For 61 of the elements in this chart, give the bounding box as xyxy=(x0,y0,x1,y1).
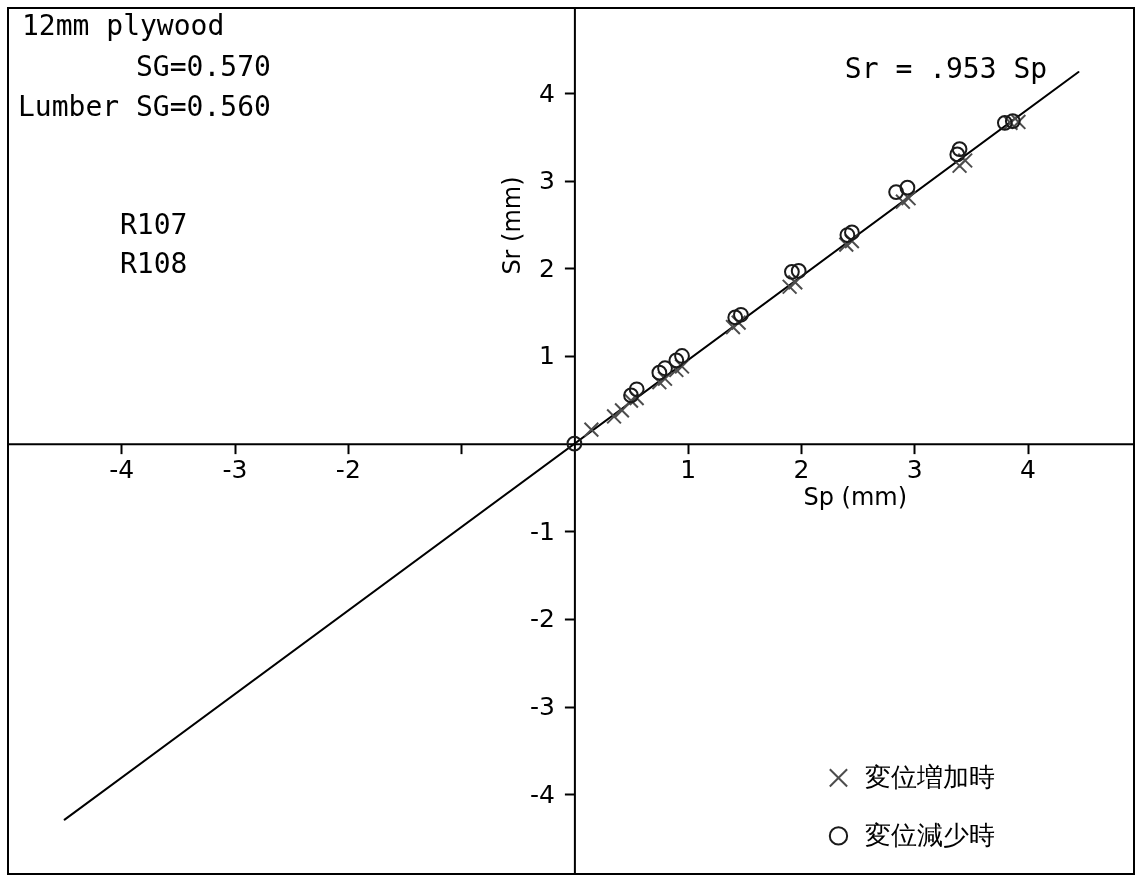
point xyxy=(730,314,747,331)
point xyxy=(957,152,974,169)
annotation: R107 xyxy=(120,208,188,241)
point xyxy=(725,319,741,335)
point xyxy=(888,184,904,200)
point xyxy=(623,392,639,409)
point xyxy=(900,190,917,207)
x-tick-label: 4 xyxy=(1020,455,1036,485)
point xyxy=(651,364,668,381)
point xyxy=(583,421,600,438)
y-tick-label: -2 xyxy=(529,604,555,634)
legend-label: 変位減少時 xyxy=(865,819,996,850)
point xyxy=(951,157,968,174)
y-tick-label: -3 xyxy=(529,692,555,722)
y-tick-label: -4 xyxy=(529,779,555,809)
point xyxy=(996,114,1013,131)
point xyxy=(787,274,804,291)
point xyxy=(668,352,685,369)
x-axis-title: Sp (mm) xyxy=(803,483,908,512)
point xyxy=(657,360,673,377)
x-tick-label: -2 xyxy=(335,455,361,485)
point xyxy=(623,387,639,404)
y-tick-label: 3 xyxy=(538,166,555,196)
point xyxy=(657,370,673,387)
point xyxy=(733,306,749,323)
annotation: Sr = .953 Sp xyxy=(844,52,1048,85)
point xyxy=(844,224,860,241)
point xyxy=(838,236,855,253)
annotation: R108 xyxy=(120,247,188,280)
annotation: SG=0.570 xyxy=(135,50,271,83)
point xyxy=(781,278,798,295)
y-tick-label: 4 xyxy=(538,78,555,108)
annotation: Lumber SG=0.560 xyxy=(18,90,271,123)
x-tick-label: -4 xyxy=(109,455,135,485)
point xyxy=(951,141,968,157)
point xyxy=(651,374,668,391)
x-tick-label: 2 xyxy=(793,455,810,485)
point xyxy=(674,358,690,375)
x-tick-label: -3 xyxy=(222,455,248,485)
y-axis-title: Sr (mm) xyxy=(497,176,526,275)
point xyxy=(1010,114,1027,130)
point xyxy=(844,233,860,250)
x-tick-label: 3 xyxy=(906,455,923,485)
point xyxy=(790,263,807,279)
y-tick-label: 2 xyxy=(538,253,555,283)
y-tick-label: -1 xyxy=(529,516,555,546)
legend-label: 変位増加時 xyxy=(865,761,996,792)
x-tick-label: 1 xyxy=(680,455,697,485)
point xyxy=(566,435,583,452)
point xyxy=(899,179,916,196)
point xyxy=(614,402,630,419)
point xyxy=(606,408,622,425)
point xyxy=(895,193,911,210)
point xyxy=(628,381,645,398)
point xyxy=(727,309,744,326)
point xyxy=(674,348,690,364)
point xyxy=(784,263,800,280)
point xyxy=(949,146,966,163)
annotation: 12mm plywood xyxy=(22,9,225,42)
point xyxy=(839,227,856,243)
y-tick-label: 1 xyxy=(538,341,555,371)
